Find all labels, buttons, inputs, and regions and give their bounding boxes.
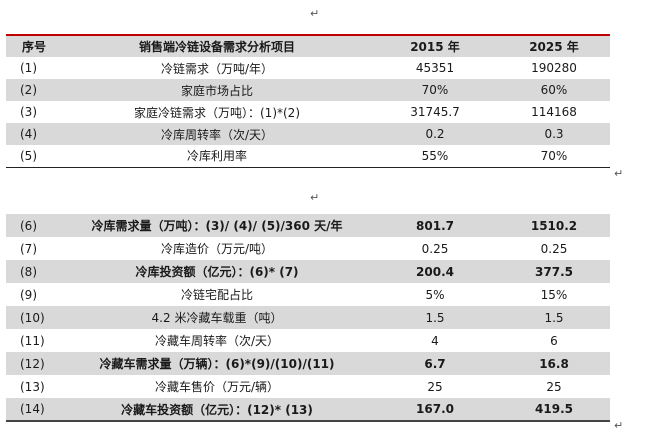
row-number: (12) bbox=[20, 356, 45, 371]
value-2025: 1.5 bbox=[544, 310, 564, 325]
value-2015: 5% bbox=[425, 287, 445, 302]
value-2025: 16.8 bbox=[539, 356, 569, 371]
value-2025: 60% bbox=[540, 83, 568, 97]
row-item: 冷链宅配占比 bbox=[180, 288, 253, 302]
value-2025: 6 bbox=[550, 333, 558, 348]
paragraph-mark-last-row-end: ↵ bbox=[614, 419, 624, 432]
table-row: (13) 冷藏车售价（万元/辆） 25 25 bbox=[6, 375, 610, 398]
table-row: (12) 冷藏车需求量（万辆）：(6)*(9)/(10)/(11) 6.7 16.8 bbox=[6, 352, 610, 375]
row-number: (7) bbox=[20, 241, 37, 256]
table-row: (8) 冷库投资额（亿元）：(6)* (7) 200.4 377.5 bbox=[6, 260, 610, 283]
row-item: 冷藏车投资额（亿元）：(12)* (13) bbox=[121, 402, 313, 417]
value-2025: 190280 bbox=[531, 61, 577, 75]
value-2025: 377.5 bbox=[535, 264, 573, 279]
row-number: (4) bbox=[20, 127, 37, 141]
row-number: (9) bbox=[20, 287, 37, 302]
table-row: (1) 冷链需求（万吨/年） 45351 190280 bbox=[6, 57, 610, 79]
row-item: 家庭市场占比 bbox=[180, 83, 253, 98]
header-2025: 2025 年 bbox=[529, 40, 579, 54]
value-2025: 114168 bbox=[531, 105, 577, 119]
row-item: 冷库利用率 bbox=[186, 149, 247, 164]
value-2025: 0.3 bbox=[544, 127, 564, 141]
value-2015: 70% bbox=[421, 83, 449, 97]
row-number: (6) bbox=[20, 218, 37, 233]
value-2015: 6.7 bbox=[424, 356, 446, 371]
value-2015: 200.4 bbox=[416, 264, 454, 279]
investment-analysis-table: (6) 冷库需求量（万吨）：(3)/ (4)/ (5)/360 天/年 801.7 1… bbox=[6, 214, 610, 422]
value-2015: 0.25 bbox=[421, 241, 449, 256]
row-item: 冷库周转率（次/天） bbox=[160, 127, 274, 142]
table-row: (10) 4.2 米冷藏车载重（吨） 1.5 1.5 bbox=[6, 306, 610, 329]
row-item: 冷库投资额（亿元）：(6)* (7) bbox=[135, 265, 299, 279]
paragraph-mark-row-end: ↵ bbox=[614, 167, 624, 180]
table-row: (5) 冷库利用率 55% 70% bbox=[6, 145, 610, 167]
value-2025: 419.5 bbox=[535, 402, 573, 416]
table-row: (6) 冷库需求量（万吨）：(3)/ (4)/ (5)/360 天/年 801.7 1… bbox=[6, 214, 610, 237]
row-item: 冷藏车周转率（次/天） bbox=[154, 334, 280, 348]
value-2025: 15% bbox=[540, 287, 568, 302]
row-number: (10) bbox=[20, 310, 45, 325]
row-number: (14) bbox=[20, 402, 45, 416]
header-2015: 2015 年 bbox=[410, 40, 460, 54]
value-2015: 55% bbox=[421, 148, 449, 163]
table-row: (4) 冷库周转率（次/天） 0.2 0.3 bbox=[6, 123, 610, 145]
value-2015: 4 bbox=[431, 333, 439, 348]
row-number: (5) bbox=[20, 148, 37, 163]
demand-analysis-table: 序号 销售端冷链设备需求分析项目 2015 年 2025 年 (1) 冷链需求（万… bbox=[6, 34, 610, 168]
paragraph-mark-middle: ↵ bbox=[310, 191, 320, 204]
value-2015: 1.5 bbox=[425, 310, 445, 325]
value-2025: 25 bbox=[546, 379, 562, 394]
row-number: (3) bbox=[20, 105, 37, 119]
value-2025: 1510.2 bbox=[530, 218, 578, 233]
row-number: (13) bbox=[20, 379, 45, 394]
value-2015: 167.0 bbox=[416, 402, 454, 416]
value-2015: 0.2 bbox=[425, 127, 445, 141]
row-number: (8) bbox=[20, 264, 37, 279]
table-row: (11) 冷藏车周转率（次/天） 4 6 bbox=[6, 329, 610, 352]
row-item: 冷库造价（万元/吨） bbox=[160, 242, 274, 256]
row-number: (2) bbox=[20, 83, 37, 97]
header-serial-no: 序号 bbox=[21, 40, 46, 54]
table-row: (3) 家庭冷链需求（万吨）：(1)*(2) 31745.7 114168 bbox=[6, 101, 610, 123]
value-2015: 801.7 bbox=[416, 218, 454, 233]
row-item: 冷藏车售价（万元/辆） bbox=[154, 380, 280, 394]
row-item: 冷藏车需求量（万辆）：(6)*(9)/(10)/(11) bbox=[99, 357, 335, 371]
table-row: (14) 冷藏车投资额（亿元）：(12)* (13) 167.0 419.5 bbox=[6, 398, 610, 421]
paragraph-mark-top: ↵ bbox=[310, 7, 320, 20]
row-number: (11) bbox=[20, 333, 45, 348]
table-header-row: 序号 销售端冷链设备需求分析项目 2015 年 2025 年 bbox=[6, 35, 610, 57]
table-row: (7) 冷库造价（万元/吨） 0.25 0.25 bbox=[6, 237, 610, 260]
value-2015: 25 bbox=[427, 379, 443, 394]
value-2025: 70% bbox=[540, 148, 568, 163]
row-item: 冷链需求（万吨/年） bbox=[160, 61, 274, 76]
row-item: 家庭冷链需求（万吨）：(1)*(2) bbox=[134, 105, 300, 120]
value-2015: 45351 bbox=[415, 61, 455, 75]
value-2025: 0.25 bbox=[540, 241, 568, 256]
header-item: 销售端冷链设备需求分析项目 bbox=[138, 40, 295, 54]
row-item: 冷库需求量（万吨）：(3)/ (4)/ (5)/360 天/年 bbox=[91, 219, 343, 233]
row-number: (1) bbox=[20, 61, 37, 75]
table-row: (2) 家庭市场占比 70% 60% bbox=[6, 79, 610, 101]
table-row: (9) 冷链宅配占比 5% 15% bbox=[6, 283, 610, 306]
value-2015: 31745.7 bbox=[410, 105, 460, 119]
row-item: 4.2 米冷藏车载重（吨） bbox=[151, 311, 283, 325]
